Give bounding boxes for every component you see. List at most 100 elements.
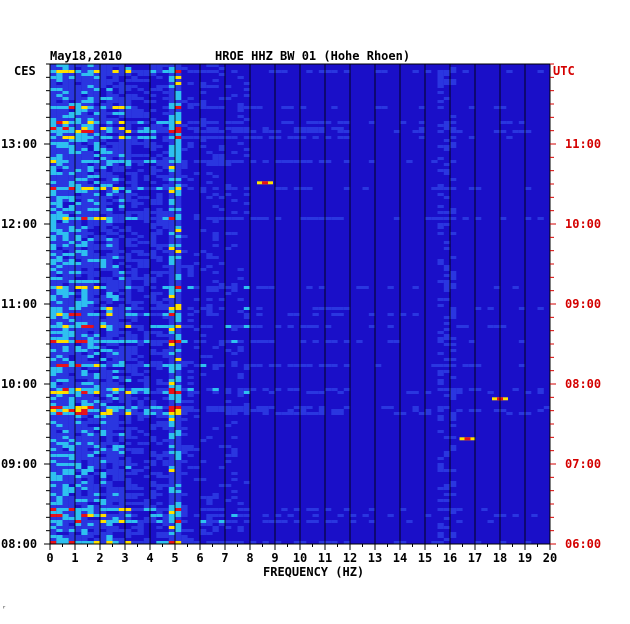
spectro-cell [450, 283, 457, 286]
spectro-cell [75, 160, 82, 163]
spectro-cell [62, 442, 69, 445]
spectro-cell [93, 298, 101, 301]
spectro-cell [100, 502, 107, 505]
spectro-cell [68, 127, 76, 130]
spectro-cell [137, 343, 144, 346]
spectro-cell [150, 241, 157, 244]
spectro-cell [131, 301, 138, 304]
spectro-cell [62, 391, 69, 394]
spectro-cell [106, 301, 113, 304]
spectro-cell [106, 124, 113, 127]
spectro-cell [106, 94, 113, 97]
spectro-cell [75, 313, 82, 316]
spectro-cell [125, 379, 132, 382]
spectro-cell [56, 187, 63, 190]
spectro-cell [168, 109, 176, 112]
spectro-cell [93, 79, 101, 82]
spectro-cell [106, 79, 113, 82]
spectro-cell [425, 514, 432, 517]
spectro-cell [56, 526, 63, 529]
spectro-cell [81, 535, 88, 538]
spectro-cell [131, 244, 138, 247]
spectro-cell [118, 460, 126, 463]
spectro-cell [93, 238, 101, 241]
spectro-cell [143, 115, 151, 118]
spectro-cell [100, 523, 107, 526]
x-tick-label: 9 [271, 551, 278, 565]
spectro-cell [93, 397, 101, 400]
spectro-cell [143, 397, 151, 400]
spectro-cell [262, 340, 269, 343]
spectro-cell [187, 103, 194, 106]
spectro-cell [87, 310, 94, 313]
spectro-cell [68, 520, 76, 523]
spectro-cell [62, 211, 69, 214]
spectro-cell [87, 139, 94, 142]
spectro-cell [387, 325, 394, 328]
spectro-cell [325, 541, 332, 544]
spectro-cell [137, 160, 144, 163]
spectro-cell [81, 205, 88, 208]
spectro-cell [181, 175, 188, 178]
spectro-cell [75, 265, 82, 268]
spectro-cell [56, 112, 63, 115]
spectro-cell [81, 334, 88, 337]
spectro-cell [93, 529, 101, 532]
spectro-cell [62, 109, 69, 112]
spectro-cell [250, 217, 257, 220]
spectro-cell [143, 412, 151, 415]
spectro-cell [218, 409, 226, 412]
spectro-cell [143, 466, 151, 469]
spectro-cell [443, 211, 451, 214]
spectro-cell [168, 106, 176, 109]
spectro-cell [75, 292, 82, 295]
spectro-cell [93, 76, 101, 79]
spectro-cell [81, 481, 88, 484]
spectro-cell [62, 424, 69, 427]
spectro-cell [300, 187, 307, 190]
spectro-cell [112, 181, 119, 184]
spectro-cell [62, 472, 69, 475]
spectro-cell [81, 484, 88, 487]
spectro-cell [93, 499, 101, 502]
spectro-cell [156, 307, 163, 310]
spectro-cell [75, 487, 82, 490]
spectro-cell [93, 439, 101, 442]
spectro-cell [162, 340, 169, 343]
spectro-cell [143, 391, 151, 394]
spectro-cell [243, 325, 251, 328]
spectro-cell [93, 307, 101, 310]
spectro-cell [125, 355, 132, 358]
spectro-cell [68, 112, 76, 115]
spectro-cell [118, 370, 126, 373]
spectro-cell [112, 298, 119, 301]
spectro-cell [56, 346, 63, 349]
spectro-cell [443, 139, 451, 142]
spectro-cell [437, 541, 444, 544]
spectro-cell [437, 100, 444, 103]
spectro-cell [100, 358, 107, 361]
spectro-cell [87, 481, 94, 484]
spectro-cell [112, 217, 119, 220]
spectro-cell [143, 136, 151, 139]
spectro-cell [143, 127, 151, 130]
spectro-cell [306, 520, 313, 523]
spectro-cell [112, 307, 119, 310]
spectro-cell [75, 358, 82, 361]
spectro-cell [143, 415, 151, 418]
spectro-cell [100, 367, 107, 370]
spectro-cell [100, 460, 107, 463]
spectro-cell [150, 292, 157, 295]
spectro-cell [50, 235, 57, 238]
spectro-cell [50, 394, 57, 397]
spectro-cell [318, 364, 326, 367]
spectro-cell [168, 376, 176, 379]
spectro-cell [62, 280, 69, 283]
spectro-cell [93, 187, 101, 190]
spectro-cell [87, 244, 94, 247]
spectro-cell [62, 517, 69, 520]
spectro-cell [150, 301, 157, 304]
spectro-cell [168, 421, 176, 424]
spectro-cell [162, 535, 169, 538]
spectro-cell [118, 409, 126, 412]
